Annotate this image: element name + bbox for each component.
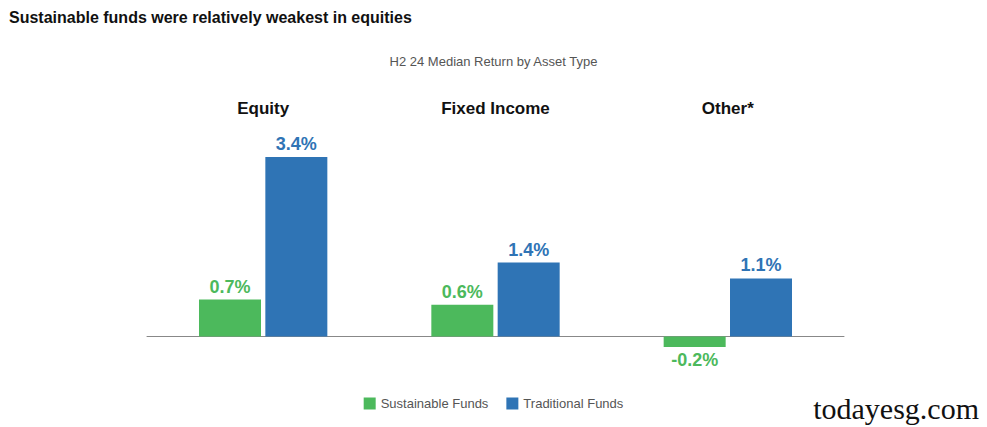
svg-text:Sustainable Funds: Sustainable Funds <box>381 396 489 411</box>
svg-text:3.4%: 3.4% <box>276 134 317 154</box>
svg-text:Other*: Other* <box>702 99 754 118</box>
svg-text:Fixed Income: Fixed Income <box>441 99 550 118</box>
svg-text:Equity: Equity <box>237 99 289 118</box>
svg-text:todayesg.com: todayesg.com <box>813 392 979 425</box>
svg-text:1.1%: 1.1% <box>740 255 781 275</box>
svg-text:Traditional Funds: Traditional Funds <box>523 396 623 411</box>
svg-text:0.6%: 0.6% <box>442 282 483 302</box>
svg-text:-0.2%: -0.2% <box>671 350 718 370</box>
svg-text:H2 24 Median Return by Asset T: H2 24 Median Return by Asset Type <box>390 54 598 69</box>
svg-text:Sustainable funds were relativ: Sustainable funds were relatively weakes… <box>9 9 412 26</box>
svg-text:0.7%: 0.7% <box>209 277 250 297</box>
svg-text:1.4%: 1.4% <box>508 240 549 260</box>
